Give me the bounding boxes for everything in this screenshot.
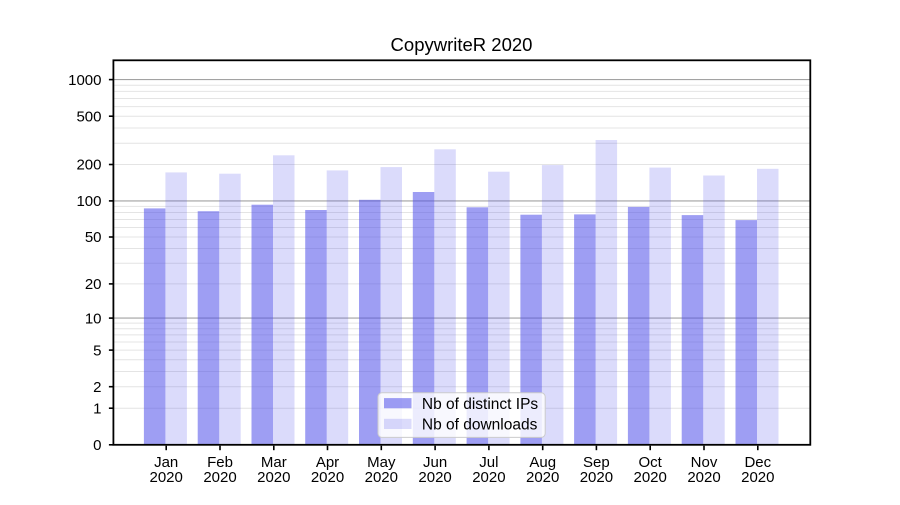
svg-text:500: 500 [76, 108, 101, 125]
svg-text:Mar: Mar [261, 454, 287, 471]
svg-text:Oct: Oct [639, 454, 663, 471]
svg-text:2020: 2020 [203, 469, 236, 486]
svg-text:Apr: Apr [316, 454, 339, 471]
svg-text:2020: 2020 [365, 469, 398, 486]
svg-text:Jun: Jun [423, 454, 447, 471]
svg-text:0: 0 [93, 437, 101, 454]
svg-text:20: 20 [85, 276, 102, 293]
svg-text:2020: 2020 [418, 469, 451, 486]
svg-text:5: 5 [93, 342, 101, 359]
svg-text:50: 50 [85, 229, 102, 246]
svg-text:2020: 2020 [580, 469, 613, 486]
svg-text:Dec: Dec [744, 454, 771, 471]
svg-text:2020: 2020 [526, 469, 559, 486]
svg-text:Nb of distinct IPs: Nb of distinct IPs [422, 396, 539, 413]
svg-text:Nb of downloads: Nb of downloads [422, 417, 538, 434]
svg-text:2: 2 [93, 379, 101, 396]
svg-text:2020: 2020 [150, 469, 183, 486]
svg-text:Feb: Feb [207, 454, 233, 471]
svg-text:Sep: Sep [583, 454, 610, 471]
svg-text:2020: 2020 [472, 469, 505, 486]
svg-text:200: 200 [76, 157, 101, 174]
svg-text:2020: 2020 [741, 469, 774, 486]
svg-text:10: 10 [85, 310, 102, 327]
svg-text:100: 100 [76, 193, 101, 210]
svg-text:Jul: Jul [479, 454, 498, 471]
svg-text:Nov: Nov [691, 454, 718, 471]
svg-text:1000: 1000 [68, 72, 101, 89]
svg-text:1: 1 [93, 400, 101, 417]
svg-text:Jan: Jan [154, 454, 178, 471]
svg-text:2020: 2020 [311, 469, 344, 486]
svg-text:CopywriteR 2020: CopywriteR 2020 [391, 34, 533, 55]
svg-text:2020: 2020 [634, 469, 667, 486]
svg-text:2020: 2020 [257, 469, 290, 486]
svg-text:May: May [367, 454, 396, 471]
svg-text:2020: 2020 [687, 469, 720, 486]
svg-text:Aug: Aug [529, 454, 556, 471]
